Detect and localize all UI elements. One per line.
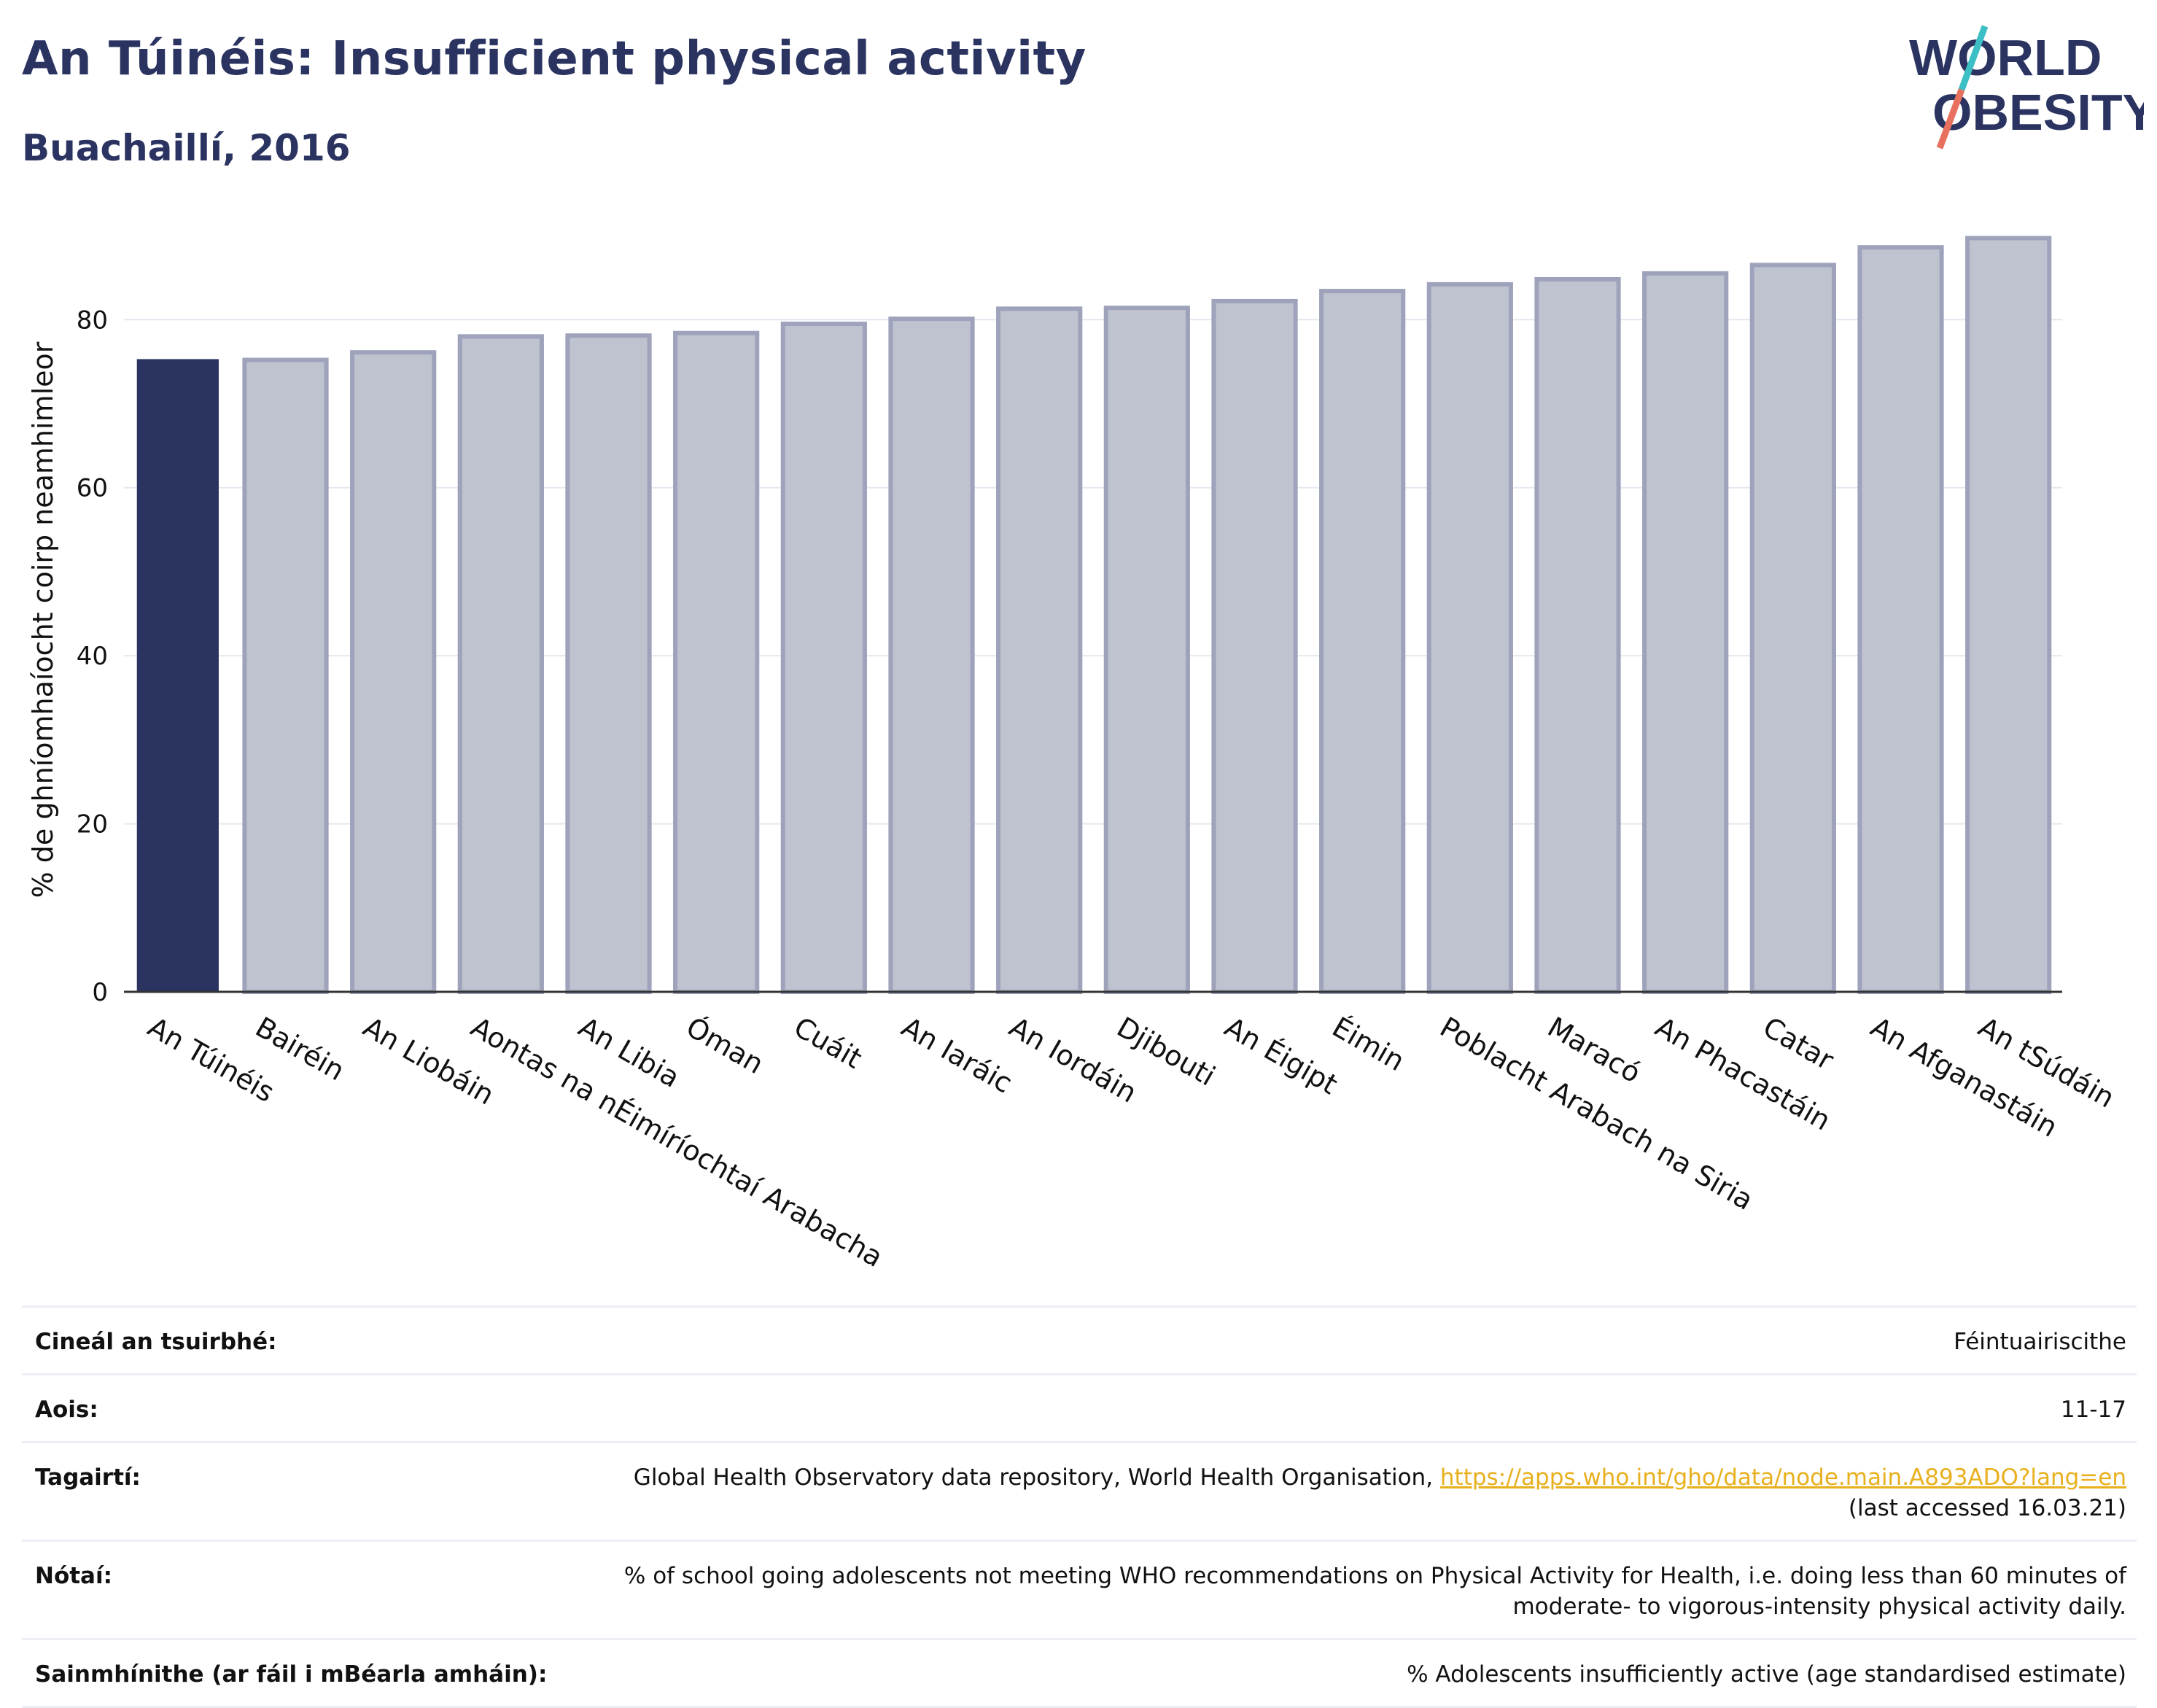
bar-17 [1965,236,2052,994]
bar-10 [1211,298,1298,995]
age-value: 11-17 [2060,1397,2126,1423]
bar-14 [1642,271,1729,995]
bar-7 [888,317,975,994]
x-tick-label: Éimin [1327,1011,1410,1077]
notes-label: Nótaí: [35,1563,113,1589]
notes-line-2: moderate- to vigorous-intensity physical… [1512,1594,2126,1620]
references-row: Tagairtí: Global Health Observatory data… [22,1441,2137,1540]
world-obesity-logo: WORLD OBESITY [1909,25,2144,150]
x-tick-label: An Iaráic [896,1011,1018,1100]
y-tick-label: 60 [77,474,108,503]
bar-12 [1426,282,1513,994]
logo-word-obesity: OBESITY [1932,84,2144,141]
y-tick-label: 80 [77,306,108,335]
x-tick-label: An Phacastáin [1650,1011,1836,1137]
survey-type-value: Féintuairiscithe [1954,1329,2126,1355]
page-subtitle: Buachaillí, 2016 [22,127,351,169]
references-label: Tagairtí: [35,1464,141,1491]
definitions-label: Sainmhínithe (ar fáil i mBéarla amháin): [35,1661,548,1688]
logo-slash-bottom [1936,88,1965,150]
bar-8 [996,306,1083,995]
bar-15 [1749,263,1836,994]
y-tick-label: 40 [77,642,108,671]
references-link[interactable]: https://apps.who.int/gho/data/node.main.… [1439,1464,2126,1491]
age-label: Aois: [35,1397,98,1423]
page-title: An Túinéis: Insufficient physical activi… [22,32,1087,86]
bar-0 [136,359,219,992]
x-tick-label: An Éigipt [1219,1011,1343,1101]
bar-9 [1103,306,1190,994]
x-tick-label: Óman [681,1011,769,1080]
bar-3 [457,334,544,995]
bar-16 [1857,245,1944,995]
survey-type-row: Cineál an tsuirbhé: Féintuairiscithe [22,1305,2137,1373]
notes-line-1: % of school going adolescents not meetin… [623,1563,2126,1589]
bar-4 [565,333,652,995]
logo-word-world: WORLD [1909,29,2102,86]
x-tick-label: Catar [1757,1011,1839,1076]
y-tick-label: 0 [92,978,108,1007]
grid-lines [124,319,2062,825]
references-value: Global Health Observatory data repositor… [634,1462,2137,1523]
metadata-table: Cineál an tsuirbhé: Féintuairiscithe Aoi… [22,1305,2137,1708]
bar-13 [1534,276,1621,994]
notes-value: % of school going adolescents not meetin… [624,1561,2137,1622]
age-row: Aois: 11-17 [22,1373,2137,1441]
survey-type-label: Cineál an tsuirbhé: [35,1329,277,1355]
logo-slash-top [1958,25,1989,91]
bar-1 [242,357,329,994]
notes-row: Nótaí: % of school going adolescents not… [22,1540,2137,1638]
bars [136,236,2052,995]
bar-6 [780,322,867,995]
x-tick-label: Cuáit [788,1011,867,1075]
y-tick-label: 20 [77,810,108,839]
references-text: Global Health Observatory data repositor… [633,1464,1440,1491]
x-tick-label: An Afganastáin [1865,1011,2063,1144]
bar-11 [1319,289,1406,994]
definitions-row: Sainmhínithe (ar fáil i mBéarla amháin):… [22,1638,2137,1708]
references-accessed: (last accessed 16.03.21) [1848,1495,2126,1521]
bar-2 [350,350,437,994]
definitions-value: % Adolescents insufficiently active (age… [1407,1661,2126,1688]
bar-5 [673,330,760,994]
y-axis-label: % de ghníomhaíocht coirp neamhimleor [27,341,59,898]
